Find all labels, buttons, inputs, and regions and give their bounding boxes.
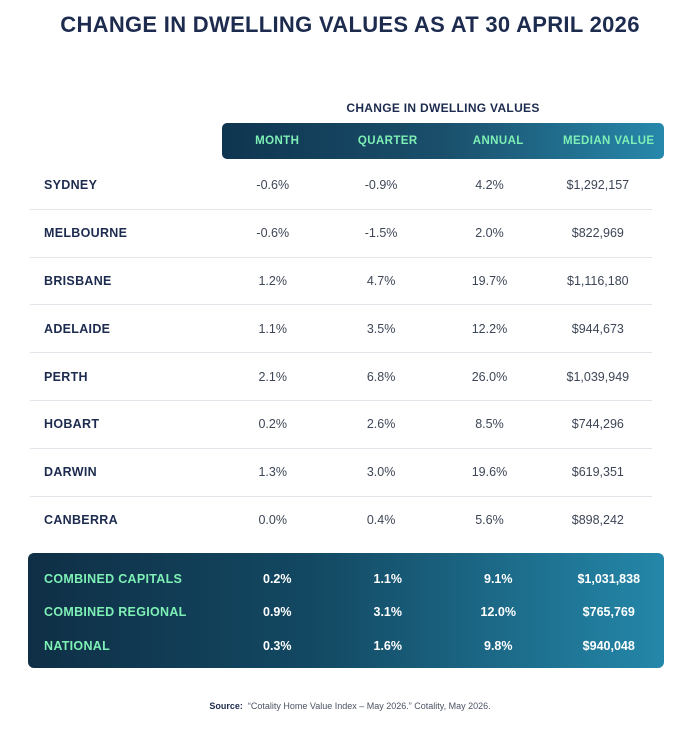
month-change: -0.6% xyxy=(256,226,290,241)
table-row: MELBOURNE -0.6% -1.5% 2.0% $822,969 xyxy=(30,210,652,258)
annual-change: 8.5% xyxy=(475,417,504,432)
median-value: $765,769 xyxy=(582,605,635,620)
month-change: 1.1% xyxy=(258,321,287,336)
month-change: 0.3% xyxy=(263,638,292,653)
summary-name: COMBINED CAPITALS xyxy=(44,571,183,586)
table-row: HOBART 0.2% 2.6% 8.5% $744,296 xyxy=(30,401,652,449)
summary-name: COMBINED REGIONAL xyxy=(44,605,187,620)
quarter-change: 6.8% xyxy=(366,369,396,384)
column-header-bar: MONTH QUARTER ANNUAL MEDIAN VALUE xyxy=(222,123,664,159)
annual-change: 2.0% xyxy=(475,226,504,241)
median-value: $822,969 xyxy=(571,226,624,241)
table-group-heading: CHANGE IN DWELLING VALUES xyxy=(346,101,540,115)
quarter-change: 3.0% xyxy=(366,465,396,480)
month-change: 0.2% xyxy=(263,571,292,586)
summary-name: NATIONAL xyxy=(44,638,111,653)
city-name: CANBERRA xyxy=(44,513,118,528)
city-name: SYDNEY xyxy=(44,178,98,193)
table-row: BRISBANE 1.2% 4.7% 19.7% $1,116,180 xyxy=(30,258,652,306)
capital-city-table: SYDNEY -0.6% -0.9% 4.2% $1,292,157 MELBO… xyxy=(30,162,652,544)
annual-change: 26.0% xyxy=(471,369,508,384)
month-change: 0.2% xyxy=(258,417,287,432)
annual-change: 5.6% xyxy=(475,513,504,528)
annual-change: 12.0% xyxy=(480,605,516,620)
table-row: CANBERRA 0.0% 0.4% 5.6% $898,242 xyxy=(30,497,652,545)
quarter-change: 1.1% xyxy=(373,571,403,586)
median-value: $898,242 xyxy=(571,513,624,528)
table-row: DARWIN 1.3% 3.0% 19.6% $619,351 xyxy=(30,449,652,497)
median-value: $1,292,157 xyxy=(566,178,630,193)
city-name: BRISBANE xyxy=(44,273,112,288)
column-header-month: MONTH xyxy=(255,135,300,147)
annual-change: 12.2% xyxy=(471,321,508,336)
summary-panel: COMBINED CAPITALS 0.2% 1.1% 9.1% $1,031,… xyxy=(28,553,664,668)
annual-change: 4.2% xyxy=(475,178,504,193)
city-name: HOBART xyxy=(44,417,100,432)
median-value: $1,039,949 xyxy=(566,369,630,384)
source-text: “Cotality Home Value Index – May 2026.” … xyxy=(247,701,491,711)
table-row: ADELAIDE 1.1% 3.5% 12.2% $944,673 xyxy=(30,305,652,354)
quarter-change: -1.5% xyxy=(364,226,398,241)
summary-row: NATIONAL 0.3% 1.6% 9.8% $940,048 xyxy=(28,629,664,663)
city-name: PERTH xyxy=(44,369,88,384)
summary-row: COMBINED REGIONAL 0.9% 3.1% 12.0% $765,7… xyxy=(28,596,664,630)
source-label: Source: xyxy=(209,701,243,711)
annual-change: 19.6% xyxy=(471,465,508,480)
quarter-change: 1.6% xyxy=(373,638,403,653)
table-row: PERTH 2.1% 6.8% 26.0% $1,039,949 xyxy=(30,353,652,401)
city-name: MELBOURNE xyxy=(44,226,128,241)
summary-row: COMBINED CAPITALS 0.2% 1.1% 9.1% $1,031,… xyxy=(28,562,664,596)
median-value: $744,296 xyxy=(571,417,624,432)
table-row: SYDNEY -0.6% -0.9% 4.2% $1,292,157 xyxy=(30,162,652,210)
median-value: $619,351 xyxy=(571,465,624,480)
quarter-change: 2.6% xyxy=(366,417,396,432)
month-change: 0.0% xyxy=(258,513,287,528)
column-header-annual: ANNUAL xyxy=(472,135,524,147)
quarter-change: 3.1% xyxy=(373,605,403,620)
median-value: $1,116,180 xyxy=(567,273,629,288)
month-change: 1.2% xyxy=(258,273,287,288)
quarter-change: 3.5% xyxy=(366,321,396,336)
quarter-change: -0.9% xyxy=(364,178,398,193)
column-header-median-value: MEDIAN VALUE xyxy=(563,135,655,147)
month-change: 1.3% xyxy=(258,465,287,480)
city-name: DARWIN xyxy=(44,465,97,480)
quarter-change: 0.4% xyxy=(366,513,396,528)
annual-change: 9.1% xyxy=(484,571,513,586)
median-value: $1,031,838 xyxy=(577,571,641,586)
quarter-change: 4.7% xyxy=(366,273,396,288)
page-title: CHANGE IN DWELLING VALUES AS AT 30 APRIL… xyxy=(60,12,640,37)
month-change: -0.6% xyxy=(256,178,290,193)
annual-change: 19.7% xyxy=(471,273,508,288)
city-name: ADELAIDE xyxy=(44,321,111,336)
month-change: 0.9% xyxy=(263,605,292,620)
source-note: Source: “Cotality Home Value Index – May… xyxy=(0,701,700,711)
month-change: 2.1% xyxy=(258,369,287,384)
median-value: $940,048 xyxy=(582,638,635,653)
annual-change: 9.8% xyxy=(484,638,513,653)
median-value: $944,673 xyxy=(571,321,624,336)
column-header-quarter: QUARTER xyxy=(357,135,418,147)
